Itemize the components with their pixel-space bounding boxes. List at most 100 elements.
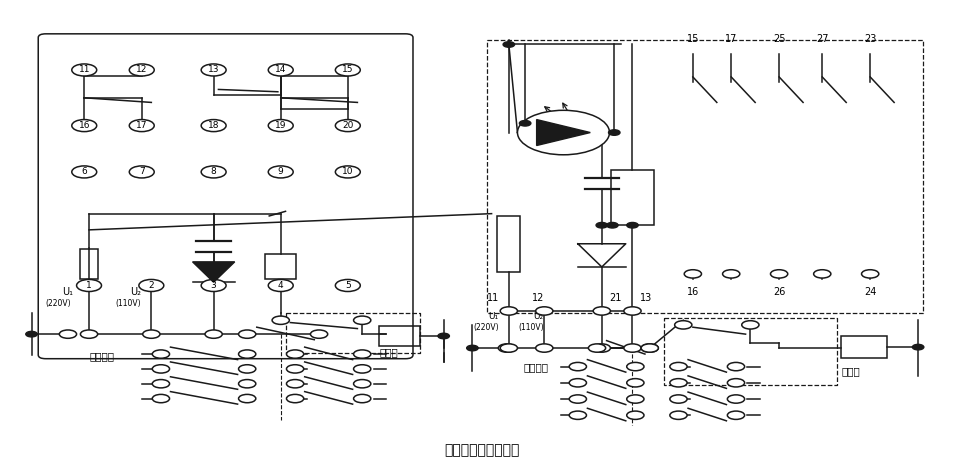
Text: (110V): (110V) xyxy=(116,299,142,308)
Circle shape xyxy=(268,64,293,76)
Text: 26: 26 xyxy=(773,287,786,297)
Circle shape xyxy=(129,120,154,132)
Circle shape xyxy=(354,316,371,325)
Circle shape xyxy=(593,307,610,315)
Text: 11: 11 xyxy=(78,66,90,75)
Bar xyxy=(611,170,654,225)
Circle shape xyxy=(438,333,449,339)
Circle shape xyxy=(627,411,644,419)
Circle shape xyxy=(272,316,289,325)
Circle shape xyxy=(520,121,531,126)
Circle shape xyxy=(268,280,293,292)
Circle shape xyxy=(588,344,605,352)
Text: 跳闸触点: 跳闸触点 xyxy=(89,351,114,362)
Text: 13: 13 xyxy=(640,293,653,303)
Circle shape xyxy=(201,64,227,76)
Circle shape xyxy=(205,330,223,338)
Circle shape xyxy=(80,330,97,338)
Text: 21: 21 xyxy=(609,293,622,303)
Text: 15: 15 xyxy=(686,35,699,45)
Circle shape xyxy=(129,64,154,76)
Circle shape xyxy=(354,365,371,373)
Text: 18: 18 xyxy=(208,121,220,130)
Circle shape xyxy=(201,280,227,292)
Text: 3: 3 xyxy=(211,281,217,290)
Text: U₂: U₂ xyxy=(533,312,544,321)
Circle shape xyxy=(684,270,702,278)
Circle shape xyxy=(862,270,879,278)
Circle shape xyxy=(569,395,586,403)
Polygon shape xyxy=(537,120,590,145)
Circle shape xyxy=(641,344,658,352)
Text: 12: 12 xyxy=(532,293,545,303)
Bar xyxy=(842,336,888,358)
Circle shape xyxy=(286,365,304,373)
Circle shape xyxy=(624,307,641,315)
Circle shape xyxy=(728,378,744,387)
Circle shape xyxy=(670,363,687,371)
Circle shape xyxy=(728,363,744,371)
Circle shape xyxy=(670,378,687,387)
Text: 7: 7 xyxy=(139,167,145,176)
Circle shape xyxy=(129,166,154,178)
Circle shape xyxy=(238,394,255,403)
Circle shape xyxy=(596,222,607,228)
Text: 2: 2 xyxy=(148,281,154,290)
Circle shape xyxy=(335,280,361,292)
Circle shape xyxy=(728,411,744,419)
Text: 20: 20 xyxy=(342,121,354,130)
Text: 12: 12 xyxy=(136,66,147,75)
Circle shape xyxy=(71,120,96,132)
Bar xyxy=(265,254,296,280)
Text: U₂: U₂ xyxy=(130,287,142,297)
Bar xyxy=(380,326,419,346)
Text: 24: 24 xyxy=(864,287,876,297)
Text: U₁: U₁ xyxy=(63,287,73,297)
Text: 16: 16 xyxy=(686,287,699,297)
Circle shape xyxy=(152,365,170,373)
Text: 14: 14 xyxy=(275,66,286,75)
Text: 23: 23 xyxy=(864,35,876,45)
Circle shape xyxy=(238,350,255,358)
Circle shape xyxy=(71,166,96,178)
Circle shape xyxy=(814,270,831,278)
Circle shape xyxy=(770,270,788,278)
Circle shape xyxy=(152,394,170,403)
Circle shape xyxy=(627,395,644,403)
Circle shape xyxy=(728,395,744,403)
Circle shape xyxy=(536,307,553,315)
Text: (110V): (110V) xyxy=(518,323,544,332)
Circle shape xyxy=(608,130,620,136)
Circle shape xyxy=(71,64,96,76)
Text: 断路器: 断路器 xyxy=(380,347,398,357)
Bar xyxy=(497,216,521,272)
Circle shape xyxy=(569,378,586,387)
Circle shape xyxy=(335,64,361,76)
Text: 跳闸触点: 跳闸触点 xyxy=(523,363,549,372)
Circle shape xyxy=(354,379,371,388)
Circle shape xyxy=(467,345,478,351)
Text: 15: 15 xyxy=(342,66,354,75)
Circle shape xyxy=(286,350,304,358)
Text: 16: 16 xyxy=(78,121,90,130)
Circle shape xyxy=(152,350,170,358)
Text: 10: 10 xyxy=(342,167,354,176)
Circle shape xyxy=(593,344,610,352)
Circle shape xyxy=(335,120,361,132)
Circle shape xyxy=(627,378,644,387)
Text: (220V): (220V) xyxy=(45,299,70,308)
Text: 1: 1 xyxy=(86,281,92,290)
Circle shape xyxy=(606,222,618,228)
Text: 25: 25 xyxy=(773,35,786,45)
Circle shape xyxy=(627,222,638,228)
Circle shape xyxy=(268,166,293,178)
Circle shape xyxy=(627,363,644,371)
Circle shape xyxy=(723,270,739,278)
Circle shape xyxy=(569,363,586,371)
Polygon shape xyxy=(577,244,626,267)
Circle shape xyxy=(912,344,924,350)
Circle shape xyxy=(201,120,227,132)
Circle shape xyxy=(310,330,328,338)
Polygon shape xyxy=(193,262,234,282)
Text: 19: 19 xyxy=(275,121,286,130)
